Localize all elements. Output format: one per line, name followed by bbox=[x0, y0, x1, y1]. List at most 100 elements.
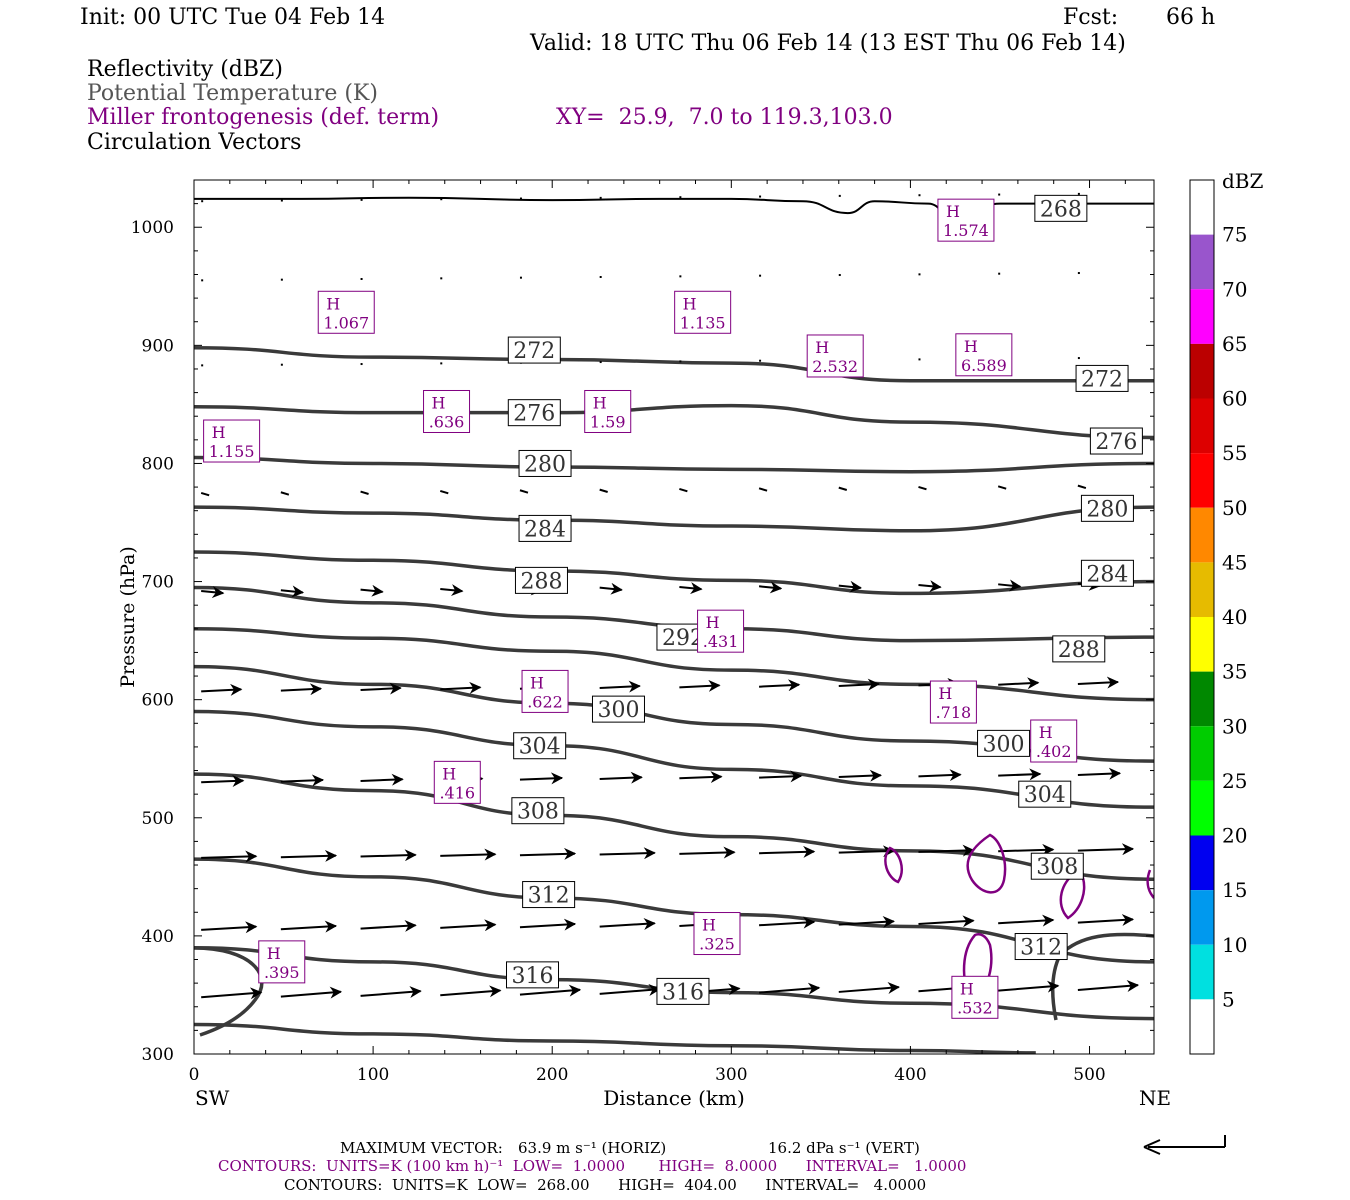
circulation-vector bbox=[201, 683, 243, 696]
circulation-vector bbox=[998, 579, 1022, 592]
circulation-vector bbox=[599, 917, 656, 930]
frontogenesis-max-letter: H bbox=[960, 979, 974, 998]
y-tick-label: 1000 bbox=[131, 218, 174, 238]
frontogenesis-max: H.325 bbox=[693, 912, 741, 956]
circulation-vector bbox=[679, 846, 736, 859]
circulation-vector bbox=[998, 980, 1060, 993]
frontogenesis-max-letter: H bbox=[702, 916, 716, 935]
isentrope-label-text: 268 bbox=[1040, 197, 1082, 222]
circulation-vector bbox=[758, 487, 768, 492]
frontogenesis-max-value: .402 bbox=[1036, 742, 1072, 761]
x-tick-label: 100 bbox=[357, 1065, 389, 1085]
isentrope-label: 284 bbox=[1080, 559, 1134, 587]
colorbar-swatch bbox=[1190, 835, 1214, 891]
circulation-vector bbox=[1077, 843, 1135, 856]
circulation-vector bbox=[759, 845, 816, 858]
isentrope-label: 272 bbox=[1075, 364, 1129, 392]
circulation-vector bbox=[280, 986, 343, 999]
circulation-vector bbox=[838, 486, 848, 491]
isentrope-320 bbox=[194, 1022, 1036, 1054]
circulation-vector bbox=[918, 769, 962, 782]
frontogenesis-contour bbox=[966, 833, 1007, 894]
frontogenesis-max-letter: H bbox=[946, 202, 960, 221]
colorbar-tick-label: 15 bbox=[1222, 878, 1247, 902]
circulation-vector bbox=[1077, 767, 1122, 780]
colorbar-swatch bbox=[1190, 890, 1214, 945]
isentrope-308 bbox=[194, 772, 1154, 881]
isentrope-label-text: 280 bbox=[524, 452, 566, 477]
isentrope-label-text: 316 bbox=[512, 964, 554, 989]
frontogenesis-max-value: .622 bbox=[527, 692, 563, 711]
circulation-vector bbox=[838, 580, 862, 593]
circulation-vector bbox=[1077, 484, 1087, 489]
circulation-vector bbox=[679, 771, 723, 784]
x-tick-label: 0 bbox=[189, 1065, 200, 1085]
y-axis-title: Pressure (hPa) bbox=[117, 546, 139, 688]
circulation-vector bbox=[918, 580, 942, 593]
colorbar-tick-label: 45 bbox=[1222, 550, 1247, 574]
footer-contours-theta: CONTOURS: UNITS=K LOW= 268.00 HIGH= 404.… bbox=[284, 1176, 927, 1194]
frontogenesis-max-letter: H bbox=[938, 684, 952, 703]
frontogenesis-max-letter: H bbox=[815, 338, 829, 357]
circulation-vector bbox=[679, 582, 703, 595]
isentrope-label: 288 bbox=[514, 566, 568, 594]
isentrope-268-closed bbox=[194, 946, 264, 1037]
circulation-vector bbox=[838, 845, 895, 858]
isentrope-label: 268 bbox=[1034, 194, 1088, 222]
circulation-vector bbox=[838, 915, 895, 928]
y-tick-label: 700 bbox=[142, 573, 174, 593]
legend-theta: Potential Temperature (K) bbox=[87, 81, 378, 106]
legend-vectors: Circulation Vectors bbox=[87, 130, 302, 155]
circulation-vector bbox=[360, 849, 417, 862]
x-axis-title: Distance (km) bbox=[603, 1086, 745, 1110]
isentrope-280 bbox=[194, 505, 1154, 533]
circulation-vector bbox=[599, 984, 661, 996]
colorbar-swatch bbox=[1190, 289, 1214, 344]
colorbar-tick-label: 30 bbox=[1222, 714, 1247, 738]
x-left-end-label: SW bbox=[195, 1086, 230, 1110]
frontogenesis-max-value: 1.574 bbox=[943, 221, 989, 240]
y-tick-label: 900 bbox=[142, 336, 174, 356]
legend-miller: Miller frontogenesis (def. term) bbox=[87, 105, 440, 130]
frontogenesis-max: H.718 bbox=[929, 680, 977, 724]
circulation-vector bbox=[758, 982, 821, 995]
circulation-vector bbox=[918, 915, 975, 928]
colorbar-tick-label: 25 bbox=[1222, 769, 1247, 793]
circulation-vector bbox=[918, 844, 975, 857]
footer-max-vector-prefix: MAXIMUM VECTOR: bbox=[340, 1139, 503, 1157]
isentrope-label-text: 300 bbox=[983, 732, 1025, 757]
circulation-vector bbox=[360, 584, 384, 597]
frontogenesis-max-letter: H bbox=[326, 294, 340, 313]
frontogenesis-max: H.636 bbox=[423, 389, 471, 433]
colorbar-tick-label: 75 bbox=[1222, 223, 1247, 247]
circulation-vector bbox=[201, 775, 245, 788]
y-tick-label: 500 bbox=[142, 809, 174, 829]
colorbar-tick-label: 35 bbox=[1222, 660, 1247, 684]
frontogenesis-max: H1.135 bbox=[674, 290, 732, 334]
isentrope-label: 308 bbox=[1030, 852, 1084, 880]
isentrope-288 bbox=[194, 585, 1154, 643]
y-tick-label: 400 bbox=[142, 927, 174, 947]
colorbar-title: dBZ bbox=[1222, 169, 1264, 193]
frontogenesis-max-value: .636 bbox=[429, 412, 465, 431]
legend-xy: XY= 25.9, 7.0 to 119.3,103.0 bbox=[556, 105, 893, 130]
x-right-end-label: NE bbox=[1139, 1086, 1171, 1110]
forecast-label: Fcst: bbox=[1063, 5, 1119, 30]
circulation-vector bbox=[280, 774, 325, 787]
frontogenesis-max-value: 6.589 bbox=[961, 356, 1007, 375]
frontogenesis-max-letter: H bbox=[442, 764, 456, 783]
colorbar-tick-label: 40 bbox=[1222, 605, 1247, 629]
circulation-vector bbox=[201, 850, 258, 863]
frontogenesis-contour bbox=[1059, 868, 1086, 920]
isentrope-label: 304 bbox=[513, 732, 567, 760]
colorbar-swatch bbox=[1190, 398, 1214, 454]
frontogenesis-max-value: .416 bbox=[439, 783, 475, 802]
circulation-vector bbox=[519, 772, 564, 785]
colorbar-swatch bbox=[1190, 780, 1214, 836]
circulation-vector bbox=[360, 490, 369, 495]
colorbar-frame bbox=[1189, 179, 1215, 1055]
circulation-vector bbox=[1077, 913, 1135, 926]
frontogenesis-max: H.532 bbox=[951, 975, 999, 1019]
forecast-hour: 66 h bbox=[1166, 5, 1216, 30]
footer-contours-frontogenesis: CONTOURS: UNITS=K (100 km h)⁻¹ LOW= 1.00… bbox=[218, 1157, 967, 1175]
